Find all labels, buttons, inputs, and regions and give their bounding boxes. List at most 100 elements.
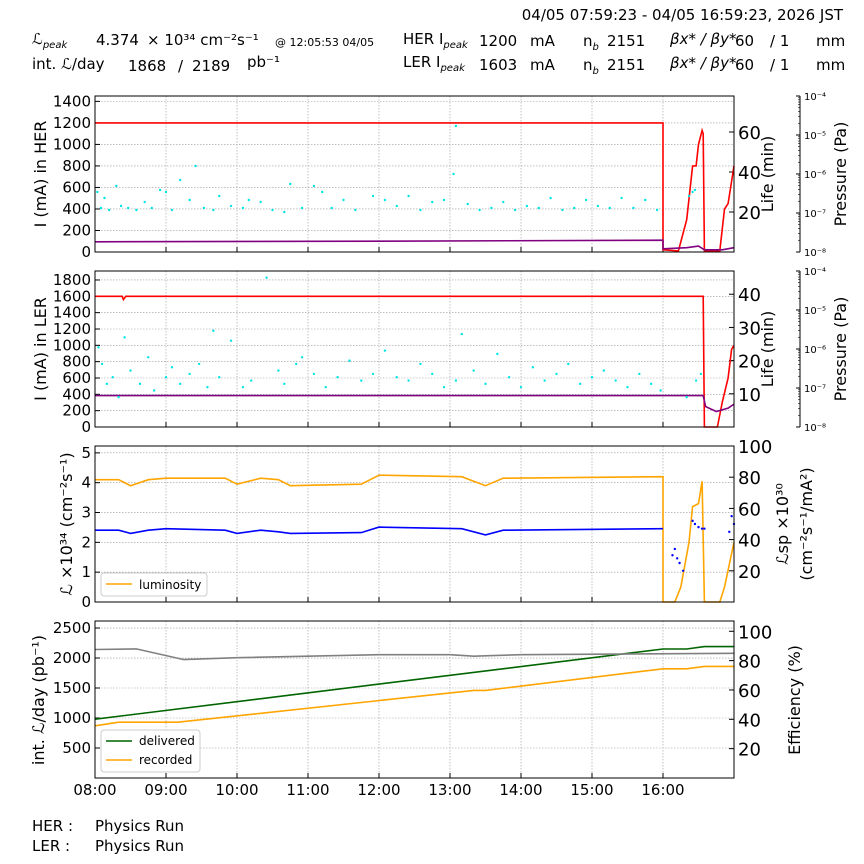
scatter-point [490,206,493,210]
scatter-point [164,190,168,194]
scatter-point [537,206,540,210]
scatter-point [693,188,697,192]
luminosity-axis-label: ℒ ×10³⁴ (cm⁻²s⁻¹) [57,452,76,595]
scatter-point [96,190,99,194]
x-tick-label: 13:00 [428,781,471,799]
series-line-2-1 [95,526,664,536]
scatter-point [218,376,221,379]
y2-tick-label: 30 [738,318,761,339]
int-lumi-delivered: 1868 [128,57,167,75]
y2-tick-label: 20 [738,203,761,224]
scatter-point [321,190,324,194]
scatter-point [108,208,111,212]
y-tick-label: 500 [62,739,91,757]
series-line-1-1 [95,394,735,413]
efficiency-axis-label: Efficiency (%) [785,645,804,755]
pressure-tick-label: 10⁻⁸ [804,423,826,434]
scatter-point [584,198,588,202]
scatter-point [202,206,206,210]
scatter-point [687,194,691,198]
her-pressure-axis-label: Pressure (Pa) [831,122,850,227]
scatter-point [170,366,174,369]
ler-peak-current: 1603 [479,56,518,74]
y-tick-label: 200 [62,221,91,239]
specific-lumi-axis-label: ℒsp ×10³⁰ [773,483,792,565]
y2-tick-label: 80 [738,468,761,489]
int-lumi-label: int. ℒ/day [32,55,105,73]
panel-frame [94,445,735,603]
her-beta-unit: mm [816,32,846,50]
scatter-point [97,346,100,349]
her-label: HER I [403,30,444,48]
scatter-point [513,208,517,212]
scatter-point [614,379,617,382]
scatter-point [693,522,697,526]
scatter-point [644,198,647,202]
scatter-point [531,366,535,369]
scatter-point [342,198,345,202]
legend-label-recorded: recorded [139,753,192,767]
scatter-point [676,557,679,560]
scatter-point [596,204,600,208]
y-tick-label: 400 [62,200,91,218]
y-tick-label: 4 [81,474,91,492]
y-tick-label: 2000 [53,649,91,667]
scatter-point [700,527,704,530]
y-tick-label: 200 [62,402,91,420]
y-tick-label: 3 [81,504,91,522]
scatter-point [407,379,410,382]
scatter-point [590,376,594,379]
scatter-point [626,385,629,389]
scatter-point [728,530,731,533]
int-lumi-sep: / [178,57,184,75]
scatter-point [218,194,221,198]
scatter-point [170,208,174,212]
luminosity-legend: luminosity [100,572,208,597]
y-tick-label: 1000 [53,135,91,153]
her-beta-x: 60 [735,32,755,50]
scatter-point [283,210,286,214]
ler-unit: mA [530,56,555,74]
scatter-point [247,198,251,202]
y-tick-label: 0 [81,418,91,436]
scatter-point [691,190,694,194]
scatter-point [691,519,694,523]
scatter-point [115,184,118,188]
ler-status: Physics Run [95,837,185,855]
y-tick-label: 1200 [53,320,91,338]
scatter-point [283,382,286,386]
legend-label-delivered: delivered [139,734,195,748]
x-tick-label: 10:00 [215,781,258,799]
scatter-point [143,200,146,204]
y-tick-label: 600 [62,369,91,387]
scatter-point [442,198,446,202]
scatter-point [608,206,611,210]
scatter-point [454,124,458,128]
peak-luminosity-unit: × 10³⁴ cm⁻²s⁻¹ [147,31,259,49]
ler-label: LER I [403,53,441,71]
scatter-point [123,336,126,339]
scatter-point [188,372,191,376]
y-tick-label: 0 [81,243,91,261]
x-tick-label: 11:00 [286,781,329,799]
x-tick-label: 14:00 [499,781,542,799]
scatter-point [395,376,398,379]
ler-beta-label: βx* / βy* [670,54,737,72]
her-current-axis-label: I (mA) in HER [31,121,50,228]
her-unit: mA [530,32,555,50]
scatter-point [164,376,168,379]
scatter-point [407,194,410,198]
scatter-point [507,376,511,379]
y2-tick-label: 60 [738,499,761,520]
scatter-point [99,206,103,210]
int-lumi-legend: delivered recorded [100,729,201,773]
scatter-point [454,379,458,382]
scatter-point [620,196,623,200]
scatter-point [212,329,215,332]
scatter-point [119,204,123,208]
y2-tick-label: 40 [738,710,761,731]
x-tick-label: 09:00 [144,781,187,799]
scatter-point [699,372,703,376]
peak-luminosity-time: @ 12:05:53 04/05 [275,36,375,49]
